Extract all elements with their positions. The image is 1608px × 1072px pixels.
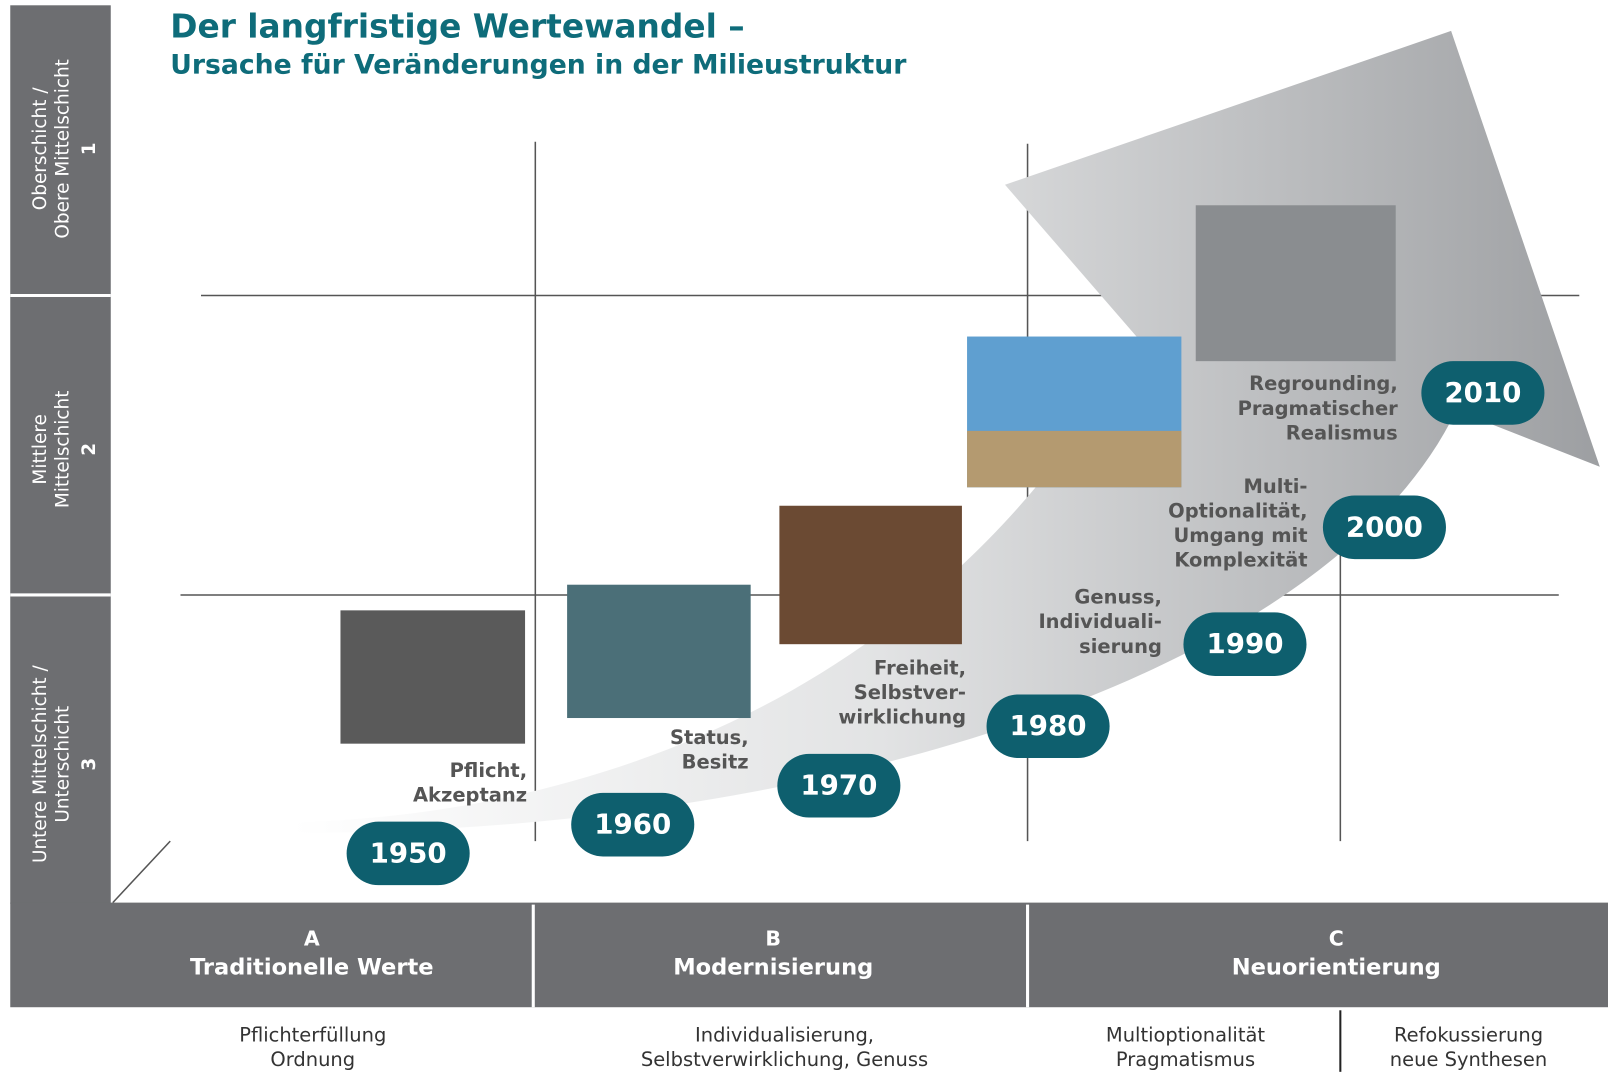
- photo: [1196, 205, 1396, 361]
- column-description: Refokussierung: [1394, 1023, 1543, 1046]
- theme-label: Realismus: [1286, 421, 1398, 444]
- theme-label: Optionalität,: [1168, 499, 1307, 522]
- column-letter: C: [1329, 927, 1344, 951]
- theme-label: Pflicht,: [450, 759, 527, 782]
- milestone-year: 1970: [800, 769, 877, 802]
- photo: [779, 506, 962, 644]
- column-description: Pflichterfüllung: [239, 1023, 386, 1046]
- column-name: Neuorientierung: [1232, 955, 1441, 981]
- theme-label: Umgang mit: [1174, 524, 1308, 547]
- milestone-year: 1960: [594, 808, 671, 841]
- theme-label: sierung: [1079, 635, 1162, 658]
- row-number: 1: [79, 142, 100, 155]
- photo: [340, 610, 525, 743]
- theme-label: Akzeptanz: [413, 783, 527, 806]
- row-label: Unterschicht: [53, 706, 74, 823]
- column-description: Selbstverwirklichung, Genuss: [641, 1048, 928, 1071]
- theme-label: Genuss,: [1074, 586, 1161, 609]
- column-name: Traditionelle Werte: [190, 955, 434, 981]
- column-description: Multioptionalität: [1106, 1023, 1265, 1046]
- page: Der langfristige Wertewandel – Ursache fü…: [0, 0, 1608, 1072]
- column-letter: B: [765, 927, 781, 951]
- title: Der langfristige Wertewandel –: [170, 7, 744, 45]
- row-label: Oberschicht /: [30, 87, 51, 211]
- photo: [967, 431, 1181, 487]
- milestone-year: 1950: [370, 836, 447, 869]
- column-description: neue Synthesen: [1390, 1048, 1547, 1071]
- column-name: Modernisierung: [673, 955, 873, 981]
- milestone-year: 2000: [1346, 510, 1423, 543]
- theme-label: Komplexität: [1174, 549, 1307, 572]
- theme-label: Status,: [670, 726, 749, 749]
- subtitle: Ursache für Veränderungen in der Milieus…: [170, 49, 907, 80]
- row-label: Obere Mittelschicht: [53, 59, 74, 239]
- theme-label: Selbstver-: [854, 681, 966, 704]
- row-number: 2: [79, 443, 100, 456]
- theme-label: wirklichung: [838, 706, 966, 729]
- row-number: 3: [79, 758, 100, 771]
- theme-label: Besitz: [682, 751, 749, 774]
- theme-label: Freiheit,: [874, 656, 966, 679]
- row-label: Mittelschicht: [53, 391, 74, 509]
- theme-label: Multi-: [1244, 475, 1308, 498]
- milestone-year: 2010: [1444, 376, 1521, 409]
- photo: [567, 585, 751, 718]
- theme-label: Regrounding,: [1249, 372, 1398, 395]
- column-description: Individualisierung,: [695, 1023, 874, 1046]
- row-label: Mittlere: [30, 414, 51, 484]
- column-description: Pragmatismus: [1116, 1048, 1255, 1071]
- theme-label: Individuali-: [1038, 610, 1161, 633]
- column-description: Ordnung: [270, 1048, 355, 1071]
- row-label: Untere Mittelschicht /: [30, 665, 51, 864]
- milestone-year: 1980: [1010, 709, 1087, 742]
- milestone-year: 1990: [1206, 627, 1283, 660]
- diagram: Der langfristige Wertewandel – Ursache fü…: [0, 0, 1608, 1072]
- theme-label: Pragmatischer: [1238, 397, 1399, 420]
- column-letter: A: [304, 927, 320, 951]
